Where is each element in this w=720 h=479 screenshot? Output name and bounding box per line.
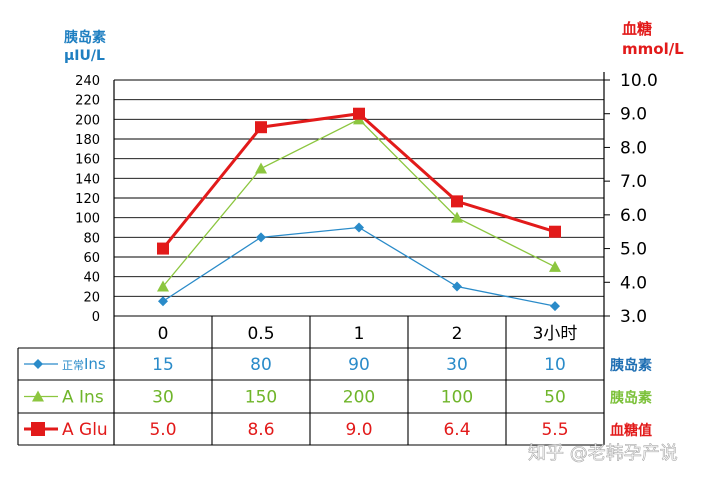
row-unit-label-0: 胰岛素 (610, 357, 652, 374)
axis-titles: 胰岛素 μIU/L 血糖 mmol/L (64, 20, 684, 64)
series-marker-0 (550, 301, 560, 312)
category-label: 0.5 (247, 324, 274, 344)
right-tick-label: 5.0 (620, 240, 647, 260)
watermark-text: 知乎 @老韩孕产说 (528, 443, 678, 464)
left-tick-label: 220 (75, 94, 100, 109)
left-tick-label: 40 (83, 271, 100, 286)
data-label-1: 100 (441, 388, 473, 408)
data-label-2: 5.5 (541, 420, 568, 440)
series-marker-1 (255, 162, 267, 174)
left-tick-label: 180 (75, 133, 100, 148)
left-axis-label-line2: μIU/L (64, 48, 105, 64)
data-label-1: 200 (343, 388, 375, 408)
data-label-0: 10 (544, 355, 566, 375)
legend-label-main: Ins (84, 355, 106, 373)
row-unit-label-2: 血糖值 (610, 422, 652, 439)
data-label-2: 6.4 (443, 420, 470, 440)
right-tick-label: 3.0 (620, 307, 647, 327)
right-tick-label: 8.0 (620, 138, 647, 158)
series-layer (157, 107, 561, 312)
category-label: 1 (354, 324, 365, 344)
left-tick-label: 240 (75, 74, 100, 89)
right-tick-label: 6.0 (620, 206, 647, 226)
right-axis-ticks: 10.0 9.0 8.0 7.0 6.0 5.0 4.0 3.0 (604, 71, 658, 327)
right-axis-label-line2: mmol/L (622, 40, 684, 58)
right-tick-label: 4.0 (620, 273, 647, 293)
series-marker-1 (549, 260, 561, 272)
legend-label-0: 正常Ins (62, 355, 106, 373)
series-marker-2 (157, 242, 169, 255)
right-tick-label: 9.0 (620, 105, 647, 125)
legend-diamond-icon (33, 359, 43, 369)
series-marker-1 (157, 280, 169, 292)
data-label-2: 5.0 (149, 420, 176, 440)
series-marker-2 (353, 107, 365, 120)
series-marker-2 (451, 195, 463, 208)
category-label: 3小时 (533, 324, 578, 344)
left-tick-label: 60 (83, 251, 100, 266)
series-line-1 (162, 118, 556, 287)
left-tick-label: 80 (83, 231, 100, 246)
legend-label-2: A Glu (62, 420, 108, 440)
left-tick-label: 140 (75, 172, 100, 187)
legend-label-1: A Ins (62, 388, 104, 408)
data-label-1: 150 (245, 388, 277, 408)
data-label-0: 90 (348, 355, 370, 375)
left-tick-label: 0 (92, 310, 100, 325)
right-tick-label: 7.0 (620, 172, 647, 192)
left-tick-label: 160 (75, 153, 100, 168)
right-tick-label: 10.0 (620, 71, 658, 91)
legend-square-icon (31, 422, 45, 436)
series-marker-0 (452, 281, 462, 292)
data-label-0: 30 (446, 355, 468, 375)
left-axis-label-line1: 胰岛素 (64, 29, 106, 46)
data-label-2: 8.6 (247, 420, 274, 440)
row-unit-label-1: 胰岛素 (610, 390, 652, 407)
series-marker-0 (158, 296, 168, 307)
left-tick-label: 100 (75, 212, 100, 227)
data-label-0: 15 (152, 355, 174, 375)
series-marker-2 (549, 225, 561, 238)
series-marker-1 (451, 211, 463, 223)
series-marker-2 (255, 121, 267, 134)
left-tick-label: 200 (75, 113, 100, 128)
right-axis-label-line1: 血糖 (622, 20, 652, 38)
category-label: 2 (452, 324, 463, 344)
category-label: 0 (158, 324, 169, 344)
data-label-1: 30 (152, 388, 174, 408)
left-tick-label: 20 (83, 290, 100, 305)
data-label-0: 80 (250, 355, 272, 375)
legend-label-prefix: 正常 (62, 359, 84, 372)
data-label-2: 9.0 (345, 420, 372, 440)
series-marker-0 (354, 222, 364, 233)
legend-triangle-icon (32, 390, 44, 402)
data-label-1: 50 (544, 388, 566, 408)
left-tick-label: 120 (75, 192, 100, 207)
series-marker-0 (256, 232, 266, 243)
series-line-0 (162, 226, 556, 307)
chart-grid (113, 72, 605, 445)
